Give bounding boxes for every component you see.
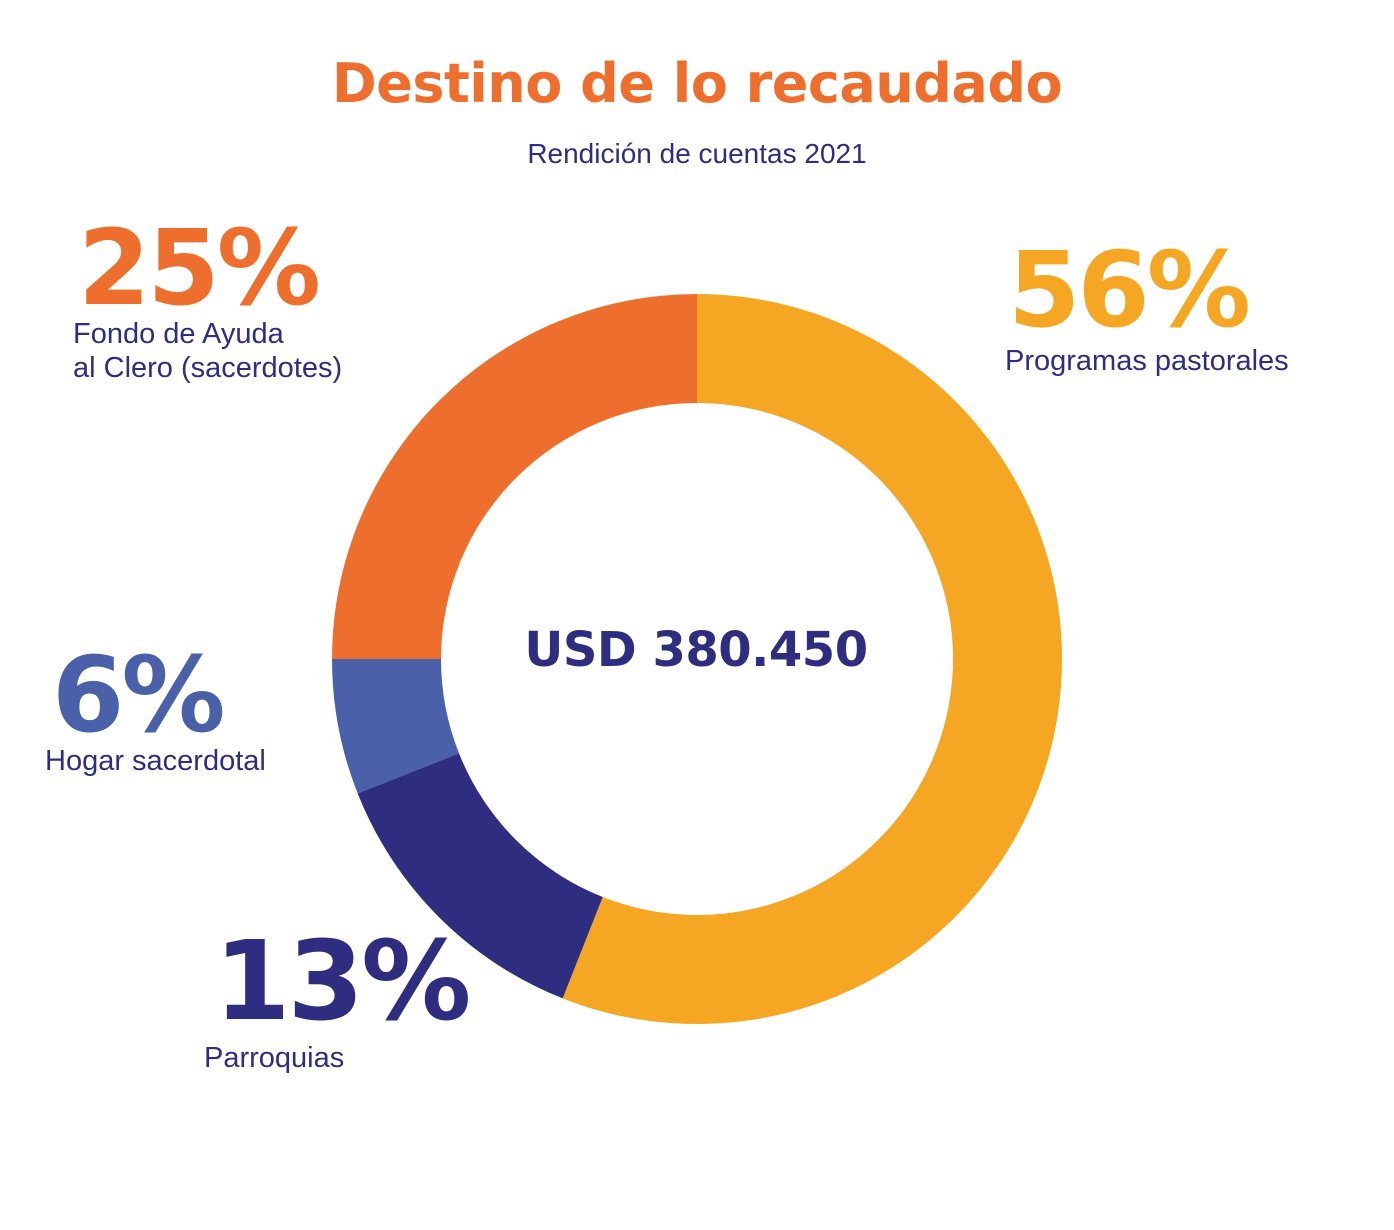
- slice-value-label-hogar: 6%: [52, 634, 226, 756]
- slice-name-fondo-line-1: Fondo de Ayuda: [73, 318, 284, 350]
- donut-slice-programas: [562, 294, 1062, 1024]
- donut-slice-parroquias: [357, 753, 603, 999]
- slice-name-parroquias-line-1: Parroquias: [204, 1042, 345, 1074]
- slice-name-programas-line-1: Programas pastorales: [1005, 345, 1289, 377]
- chart-subtitle: Rendición de cuentas 2021: [527, 138, 867, 169]
- donut-slice-hogar: [332, 659, 459, 794]
- slice-value-label-parroquias: 13%: [214, 917, 471, 1045]
- slice-value-label-programas: 56%: [1008, 229, 1251, 351]
- chart-title: Destino de lo recaudado: [331, 52, 1063, 115]
- total-amount: USD 380.450: [524, 622, 868, 678]
- slice-name-hogar-line-1: Hogar sacerdotal: [45, 745, 266, 777]
- donut-slice-fondo: [332, 294, 697, 659]
- slice-value-label-fondo: 25%: [78, 207, 321, 329]
- slice-name-fondo-line-2: al Clero (sacerdotes): [73, 352, 343, 384]
